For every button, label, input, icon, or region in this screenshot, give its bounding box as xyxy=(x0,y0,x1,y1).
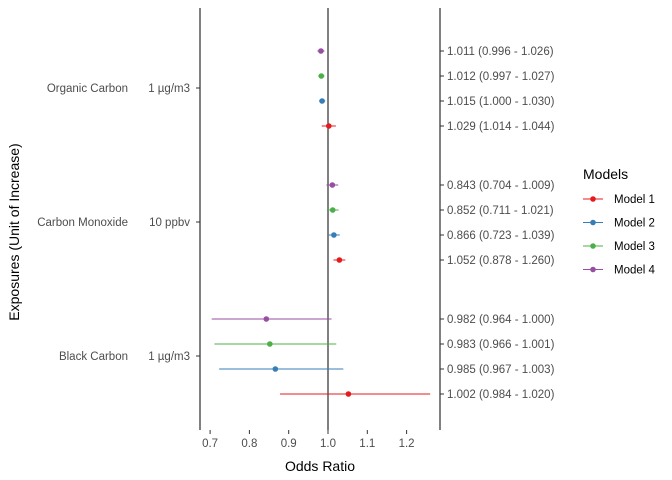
plot-marks xyxy=(211,48,431,397)
ci-label: 1.052 (0.878 - 1.260) xyxy=(447,255,555,267)
legend-title: Models xyxy=(583,166,628,182)
plot-panel xyxy=(199,8,441,430)
exposure-label: Black Carbon xyxy=(59,351,128,363)
y-axis-labels: Organic Carbon 1 µg/m3 Carbon Monoxide 10 p… xyxy=(37,83,200,363)
ci-label: 1.002 (0.984 - 1.020) xyxy=(447,389,555,401)
legend-label: Model 1 xyxy=(614,194,655,206)
unit-label: 10 ppbv xyxy=(149,217,190,229)
point-estimate xyxy=(329,182,336,188)
legend-key xyxy=(590,266,596,273)
point-estimate xyxy=(263,316,270,322)
ci-label: 1.015 (1.000 - 1.030) xyxy=(447,96,555,108)
x-tick-label: 0.9 xyxy=(281,438,297,450)
ci-label: 1.011 (0.996 - 1.026) xyxy=(447,46,554,58)
ci-label: 1.029 (1.014 - 1.044) xyxy=(447,121,555,133)
ci-label: 0.982 (0.964 - 1.000) xyxy=(447,314,555,326)
point-estimate xyxy=(272,366,279,372)
ci-label: 0.985 (0.967 - 1.003) xyxy=(447,364,555,376)
ci-label: 0.852 (0.711 - 1.021) xyxy=(447,205,554,217)
ci-label: 0.843 (0.704 - 1.009) xyxy=(447,180,555,192)
x-tick-label: 1.1 xyxy=(359,438,375,450)
ci-label: 0.983 (0.966 - 1.001) xyxy=(447,339,555,351)
legend-label: Model 3 xyxy=(614,241,655,253)
ci-label: 1.012 (0.997 - 1.027) xyxy=(447,71,555,83)
legend-label: Model 2 xyxy=(614,218,655,230)
x-tick-label: 0.7 xyxy=(202,438,218,450)
exposure-label: Organic Carbon xyxy=(47,83,128,95)
point-estimate xyxy=(329,207,336,213)
point-estimate xyxy=(345,391,352,397)
legend: Models Model 1 Model 2 Model 3 Model 4 xyxy=(583,166,656,277)
point-estimate xyxy=(318,73,325,79)
x-tick-label: 0.8 xyxy=(241,438,257,450)
legend-key xyxy=(590,243,596,249)
point-estimate xyxy=(319,98,325,104)
x-axis-title: Odds Ratio xyxy=(285,458,355,474)
legend-key xyxy=(590,196,596,202)
legend-key xyxy=(590,219,596,226)
point-estimate xyxy=(318,48,324,54)
x-tick-label: 1.2 xyxy=(399,438,415,450)
ci-label: 0.866 (0.723 - 1.039) xyxy=(447,230,555,242)
unit-label: 1 µg/m3 xyxy=(148,351,190,363)
ci-labels: 1.029 (1.014 - 1.044) 1.015 (1.000 - 1.03… xyxy=(440,46,555,401)
point-estimate xyxy=(336,257,343,263)
x-axis: 0.7 0.8 0.9 1.0 1.1 1.2 xyxy=(202,430,415,450)
point-estimate xyxy=(331,232,337,238)
point-estimate xyxy=(325,123,332,129)
legend-label: Model 4 xyxy=(614,265,656,277)
x-tick-label: 1.0 xyxy=(320,438,336,450)
exposure-label: Carbon Monoxide xyxy=(37,217,128,229)
point-estimate xyxy=(267,341,273,347)
y-axis-title: Exposures (Unit of Increase) xyxy=(6,143,22,320)
unit-label: 1 µg/m3 xyxy=(148,83,190,95)
